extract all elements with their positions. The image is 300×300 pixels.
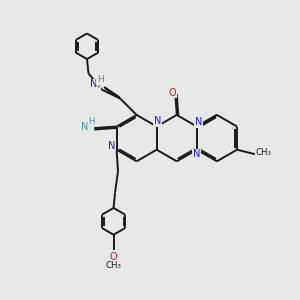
Text: CH₃: CH₃ bbox=[256, 148, 272, 157]
Text: O: O bbox=[93, 80, 100, 90]
Text: N: N bbox=[154, 116, 161, 127]
Text: N: N bbox=[193, 149, 200, 159]
Text: O: O bbox=[110, 252, 117, 262]
Text: N: N bbox=[81, 122, 88, 131]
Text: O: O bbox=[169, 88, 176, 98]
Text: H: H bbox=[97, 75, 104, 84]
Text: H: H bbox=[88, 117, 94, 126]
Text: N: N bbox=[195, 117, 202, 127]
Text: CH₃: CH₃ bbox=[106, 260, 122, 269]
Text: N: N bbox=[90, 79, 98, 89]
Text: N: N bbox=[108, 140, 116, 151]
